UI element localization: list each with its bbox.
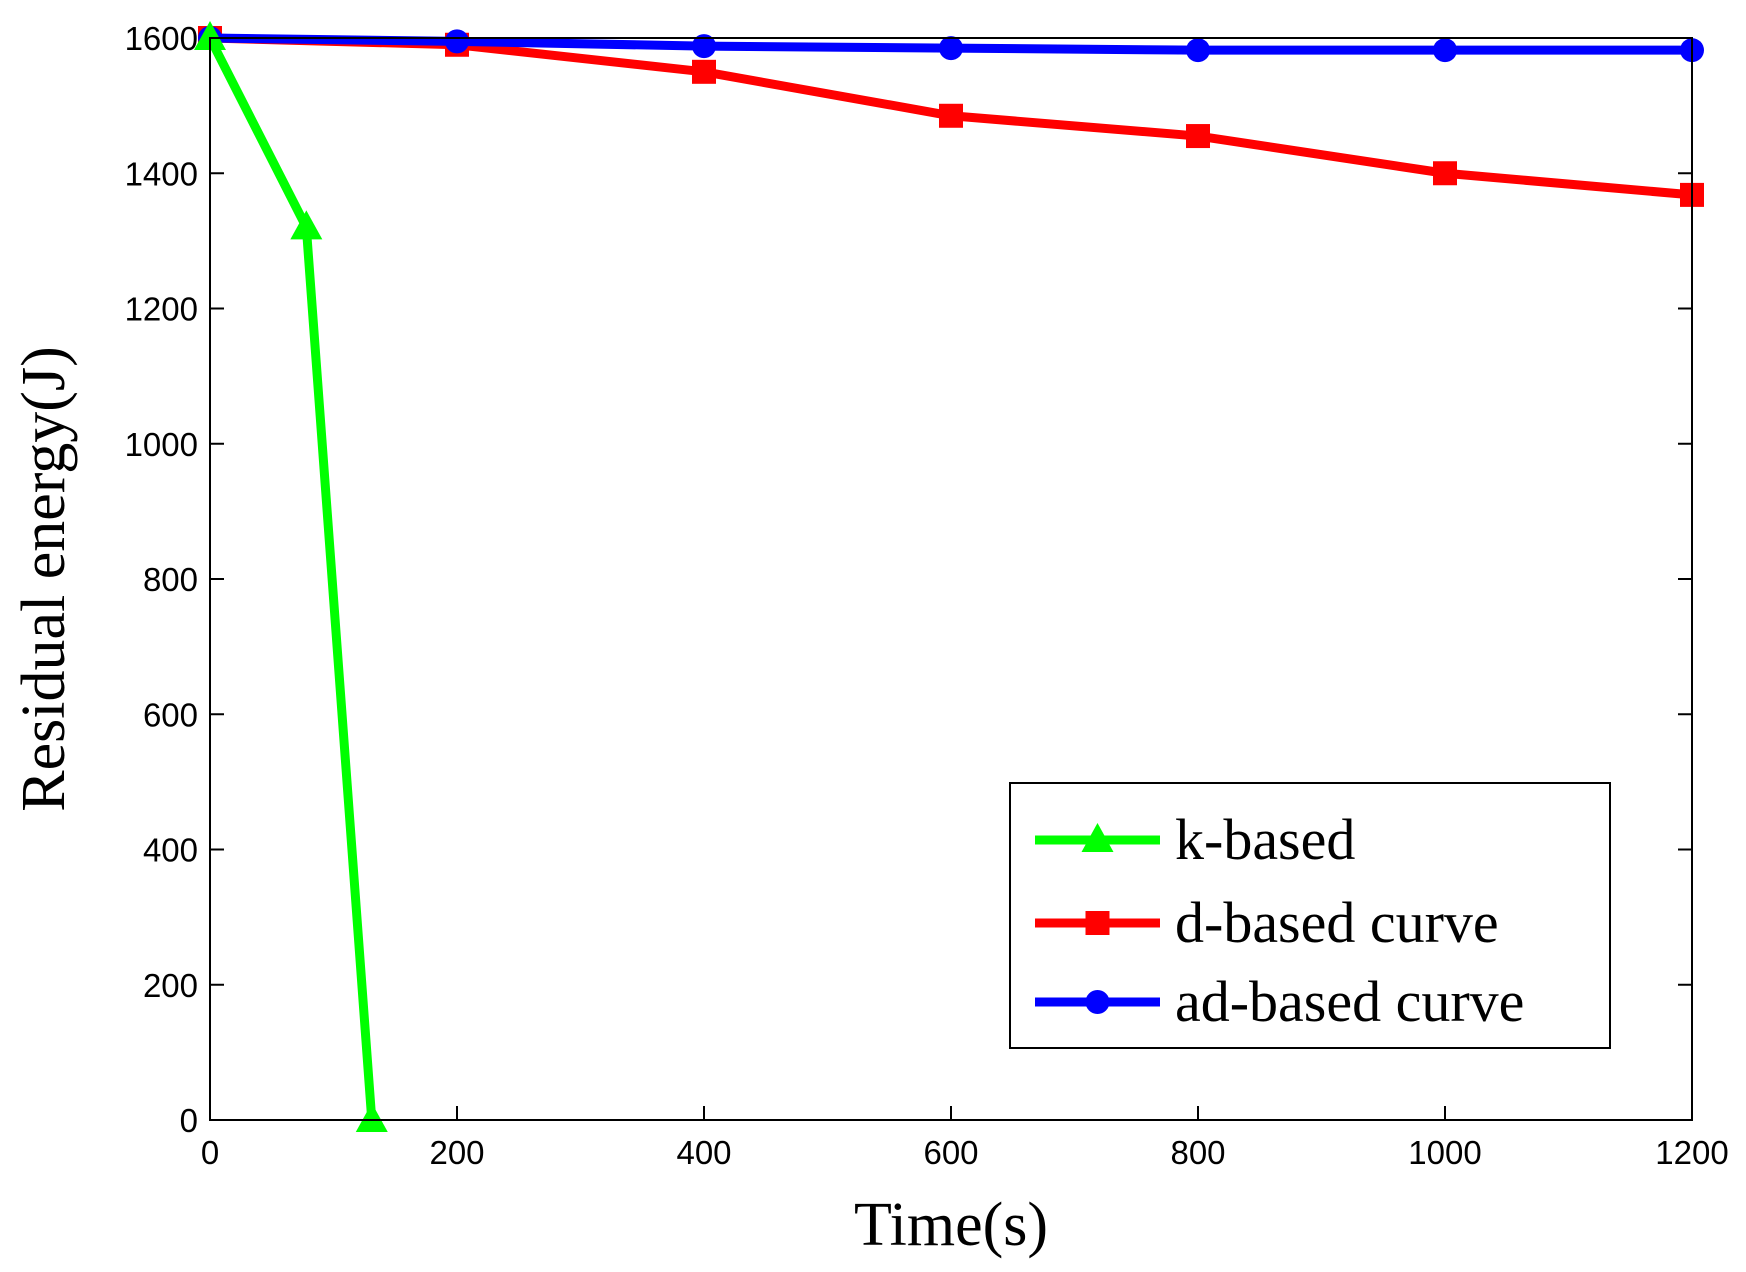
- x-tick-label: 400: [676, 1134, 731, 1171]
- data-point: [445, 29, 469, 54]
- x-axis-title: Time(s): [854, 1191, 1048, 1259]
- data-point: [355, 1103, 388, 1132]
- x-tick-label: 0: [201, 1134, 219, 1171]
- y-tick-label: 800: [143, 561, 198, 598]
- data-series: [194, 21, 1704, 1132]
- legend-label: ad-based curve: [1175, 969, 1524, 1034]
- y-tick-label: 1400: [125, 155, 198, 192]
- y-tick-label: 1200: [125, 291, 198, 328]
- data-point: [1433, 161, 1457, 186]
- y-tick-label: 0: [180, 1102, 198, 1139]
- data-point: [939, 103, 963, 128]
- x-tick-label: 1200: [1655, 1134, 1728, 1171]
- legend-label: k-based: [1175, 807, 1355, 872]
- y-tick-label: 400: [143, 832, 198, 869]
- legend: k-based d-based curve ad-based curve: [1009, 782, 1611, 1049]
- x-tick-label: 600: [923, 1134, 978, 1171]
- legend-marker: [1081, 823, 1114, 852]
- y-axis-title: Residual energy(J): [10, 346, 78, 811]
- data-point: [194, 21, 226, 50]
- data-point: [1186, 38, 1210, 63]
- data-point: [1433, 38, 1457, 63]
- axis-ticks: 0 200 400 600 800 1000 1200 0 200 400 600 800 1000 12…: [125, 20, 1729, 1171]
- y-tick-label: 1600: [125, 20, 198, 57]
- legend-marker: [1085, 911, 1110, 935]
- data-point: [290, 210, 323, 240]
- y-tick-label: 200: [143, 967, 198, 1004]
- x-tick-label: 200: [429, 1134, 484, 1171]
- y-tick-label: 1000: [125, 426, 198, 463]
- x-tick-label: 1000: [1408, 1134, 1481, 1171]
- legend-label: d-based curve: [1175, 890, 1499, 955]
- x-tick-label: 800: [1170, 1134, 1225, 1171]
- plot-frame: [209, 37, 1693, 1121]
- y-tick-label: 600: [143, 696, 198, 733]
- data-point: [939, 36, 963, 61]
- data-point: [692, 59, 716, 84]
- data-point: [692, 34, 716, 59]
- legend-marker: [1085, 990, 1110, 1014]
- data-point: [1186, 124, 1210, 149]
